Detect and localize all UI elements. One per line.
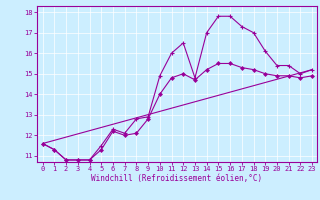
X-axis label: Windchill (Refroidissement éolien,°C): Windchill (Refroidissement éolien,°C) [91,174,262,183]
